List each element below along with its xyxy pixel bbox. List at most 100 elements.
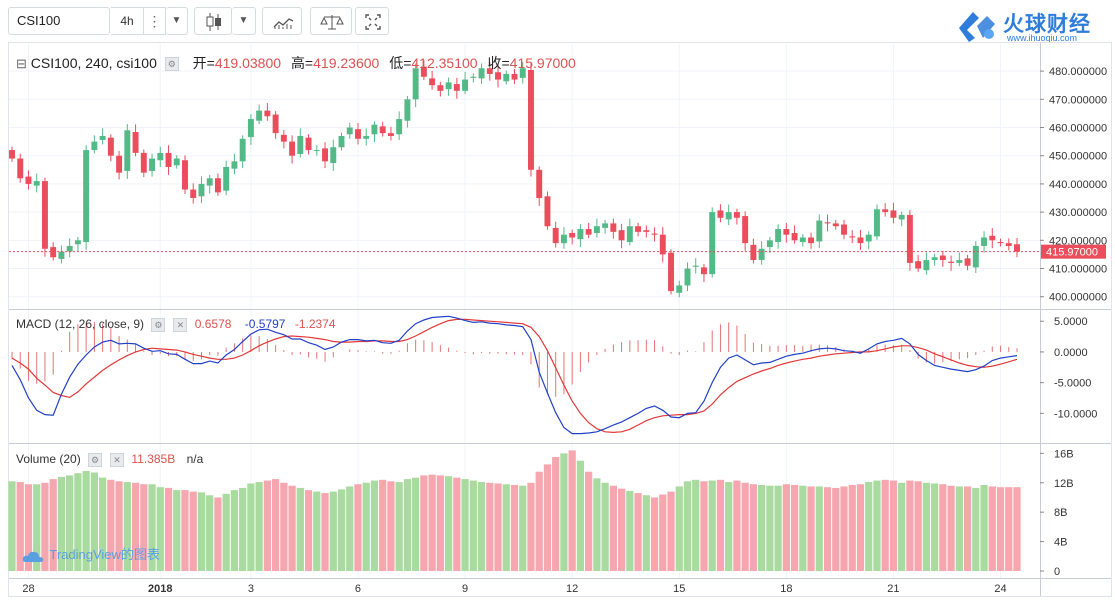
candle-body bbox=[272, 114, 279, 134]
volume-bar bbox=[247, 483, 255, 571]
open-value: 419.03800 bbox=[214, 55, 282, 71]
volume-bar bbox=[700, 481, 708, 571]
volume-bar bbox=[576, 460, 585, 571]
candle-body bbox=[305, 137, 312, 151]
high-label: 高= bbox=[290, 55, 314, 71]
macd-legend: MACD (12, 26, close, 9) ⚙ ✕ 0.6578 -0.579… bbox=[16, 317, 336, 332]
volume-bar bbox=[354, 484, 362, 571]
candle-body bbox=[165, 152, 172, 167]
volume-bar bbox=[8, 481, 16, 571]
watermark-text: TradingView的图表 bbox=[49, 547, 160, 562]
settings-icon[interactable]: ⚙ bbox=[164, 57, 179, 72]
volume-bar bbox=[626, 490, 634, 571]
candle-body bbox=[247, 119, 254, 138]
volume-bar bbox=[601, 482, 609, 571]
volume-settings-icon[interactable]: ⚙ bbox=[88, 452, 103, 467]
candle-body bbox=[593, 226, 600, 233]
vertical-dots-icon[interactable]: ⋮ bbox=[144, 7, 166, 35]
volume-bar bbox=[650, 497, 659, 571]
volume-bar bbox=[988, 486, 996, 571]
cloud-icon bbox=[22, 551, 44, 562]
time-tick-label: 9 bbox=[462, 583, 468, 595]
candle-body bbox=[437, 85, 444, 91]
interval-selector[interactable]: 4h bbox=[111, 7, 144, 35]
candle-body bbox=[824, 222, 831, 224]
candle-body bbox=[256, 110, 263, 121]
caret-down-icon[interactable]: ▼ bbox=[166, 7, 188, 35]
volume-bar bbox=[115, 481, 123, 571]
close-value: 415.97000 bbox=[509, 55, 576, 71]
candle-body bbox=[396, 119, 403, 135]
candle-body bbox=[363, 135, 370, 139]
volume-bar bbox=[519, 485, 527, 571]
time-tick-label: 18 bbox=[780, 583, 792, 595]
chart-type-dropdown-icon[interactable]: ▼ bbox=[232, 7, 256, 35]
volume-tick-label: 4B bbox=[1054, 537, 1067, 549]
volume-bar bbox=[766, 485, 774, 571]
volume-bar bbox=[856, 484, 865, 571]
fullscreen-icon[interactable] bbox=[355, 7, 389, 35]
volume-legend: Volume (20) ⚙ ✕ 11.385B n/a bbox=[16, 452, 203, 467]
volume-close-icon[interactable]: ✕ bbox=[110, 452, 125, 467]
volume-bar bbox=[799, 485, 807, 571]
candle-body bbox=[190, 189, 197, 199]
candlestick-icon[interactable] bbox=[194, 7, 232, 35]
legend-symbol: CSI100, 240, csi100 bbox=[30, 55, 157, 71]
price-tick-label: 450.000000 bbox=[1049, 151, 1107, 163]
candle-body bbox=[560, 234, 567, 244]
candle-body bbox=[956, 260, 963, 263]
volume-bar bbox=[774, 485, 782, 571]
volume-value: 11.385B bbox=[131, 452, 176, 466]
candle-body bbox=[544, 196, 551, 227]
time-tick-label: 12 bbox=[566, 583, 578, 595]
scale-compare-icon[interactable] bbox=[310, 7, 352, 35]
macd-settings-icon[interactable]: ⚙ bbox=[151, 317, 166, 332]
volume-bar bbox=[840, 486, 848, 571]
candle-body bbox=[618, 230, 625, 241]
volume-bar bbox=[1013, 487, 1021, 571]
volume-tick-label: 12B bbox=[1054, 478, 1074, 490]
candle-body bbox=[149, 158, 156, 171]
symbol-search-input[interactable]: CSI100 bbox=[8, 7, 110, 35]
price-tick-label: 430.000000 bbox=[1049, 207, 1107, 219]
volume-bar bbox=[90, 472, 98, 571]
candle-body bbox=[239, 138, 246, 162]
volume-bar bbox=[543, 464, 552, 571]
volume-bar bbox=[49, 479, 57, 571]
candle-body bbox=[528, 69, 534, 170]
volume-bar bbox=[848, 484, 856, 571]
candle-body bbox=[816, 220, 823, 242]
macd-close-icon[interactable]: ✕ bbox=[173, 317, 188, 332]
candle-body bbox=[676, 285, 683, 293]
macd-tick-label: 5.0000 bbox=[1054, 316, 1088, 328]
candle-body bbox=[387, 133, 394, 136]
candle-body bbox=[882, 209, 889, 213]
volume-bar bbox=[148, 484, 156, 571]
collapse-icon[interactable]: ⊟ bbox=[16, 56, 27, 71]
volume-bar bbox=[222, 493, 230, 571]
candle-body bbox=[66, 245, 73, 252]
candle-body bbox=[503, 73, 510, 82]
volume-bar bbox=[206, 495, 214, 571]
candle-body bbox=[799, 237, 806, 243]
candle-body bbox=[915, 261, 922, 269]
candle-body bbox=[58, 251, 65, 259]
volume-bar bbox=[922, 482, 931, 571]
volume-bar bbox=[156, 487, 164, 571]
candle-body bbox=[610, 223, 617, 232]
volume-bar bbox=[758, 484, 766, 571]
candle-body bbox=[931, 257, 938, 261]
candle-body bbox=[775, 229, 782, 243]
volume-bar bbox=[996, 487, 1005, 571]
volume-bar bbox=[716, 479, 725, 571]
time-tick-label: 28 bbox=[22, 583, 34, 595]
volume-bar bbox=[362, 482, 370, 571]
volume-bar bbox=[98, 477, 107, 571]
indicators-icon[interactable] bbox=[262, 7, 302, 35]
volume-bar bbox=[881, 479, 889, 571]
chart-toolbar: CSI100 4h ⋮ ▼ ▼ 火球财经 www.ihuoqiu.com bbox=[0, 0, 1115, 43]
chart-frame bbox=[8, 42, 1112, 597]
candle-body bbox=[906, 214, 913, 263]
candle-body bbox=[783, 229, 790, 235]
